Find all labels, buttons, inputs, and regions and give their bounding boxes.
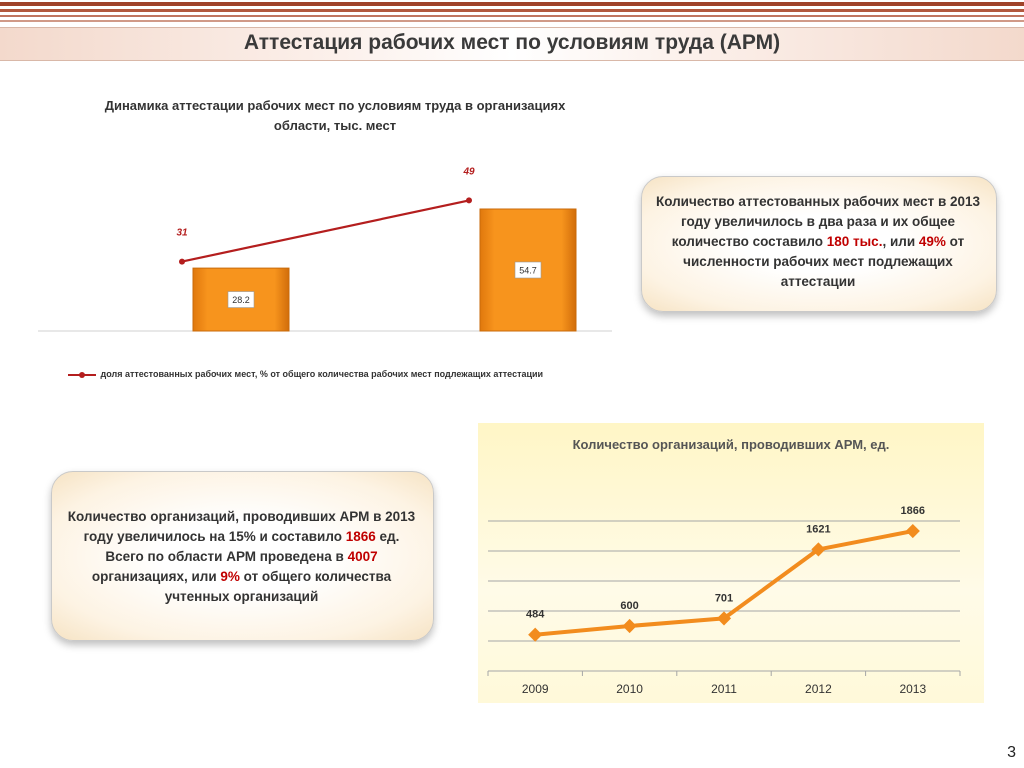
legend-label: доля аттестованных рабочих мест, % от об… <box>100 369 544 379</box>
info-box-bottom-text: Количество организаций, проводивших АРМ … <box>66 507 417 607</box>
bar-value-label: 54.7 <box>519 266 537 276</box>
page-title: Аттестация рабочих мест по условиям труд… <box>243 31 781 54</box>
bar-value-label-box <box>514 261 542 279</box>
highlight-value: 180 тыс. <box>826 234 883 249</box>
text-fragment: от общего количества учтенных организаци… <box>164 569 392 604</box>
highlight-value: 4007 <box>347 549 378 564</box>
bar <box>192 267 290 332</box>
line-series <box>181 199 470 263</box>
text-fragment: Количество аттестованных рабочих мест в … <box>655 194 981 249</box>
text-fragment: организациях, или <box>91 569 221 584</box>
info-box-top-text: Количество аттестованных рабочих мест в … <box>652 192 984 292</box>
page-number: 3 <box>1007 744 1016 761</box>
header-stripe-4 <box>0 20 1024 22</box>
chart2-title: Количество организаций, проводивших АРМ,… <box>572 437 890 452</box>
legend-line-marker <box>68 371 96 378</box>
chart2-area <box>478 423 984 703</box>
highlight-value: 1866 <box>345 529 376 544</box>
header-stripe-3 <box>0 15 1024 17</box>
text-fragment: ед. Всего по области АРМ проведена в <box>105 529 400 564</box>
bar-value-label-box <box>227 291 255 308</box>
line-value-label: 31 <box>176 228 188 239</box>
chart1-legend: доля аттестованных рабочих мест, % от об… <box>68 369 543 379</box>
header-stripe-2 <box>0 9 1024 12</box>
header-stripe-1 <box>0 2 1024 6</box>
title-bar <box>0 27 1024 61</box>
text-fragment: , или <box>882 234 919 249</box>
info-box-bottom <box>51 471 434 641</box>
line-value-label: 49 <box>462 166 475 177</box>
highlight-value: 9% <box>220 569 240 584</box>
text-fragment: Количество организаций, проводивших АРМ … <box>67 509 416 544</box>
highlight-value: 49% <box>918 234 946 249</box>
text-fragment: от численности рабочих мест подлежащих а… <box>683 234 965 289</box>
line-point <box>466 197 472 204</box>
bar <box>479 208 577 332</box>
bar-value-label: 28.2 <box>232 295 250 305</box>
info-box-top <box>641 176 997 312</box>
chart1-title: Динамика аттестации рабочих мест по усло… <box>104 98 566 133</box>
line-point <box>179 258 185 265</box>
